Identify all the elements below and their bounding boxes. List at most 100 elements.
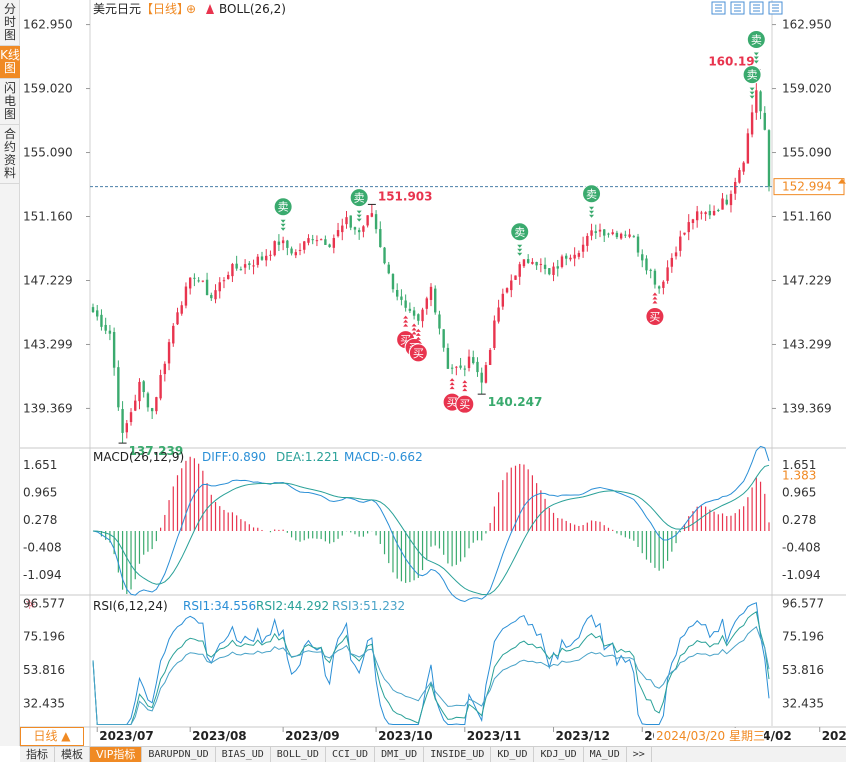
candle-body-151 — [729, 193, 733, 206]
signal-label-11: 卖 — [751, 34, 762, 47]
macd-y-tick-left-0: 1.651 — [23, 458, 57, 472]
candle-body-115 — [577, 253, 581, 257]
candle-body-156 — [750, 112, 754, 135]
candle-body-136 — [666, 267, 669, 281]
candle-body-83 — [442, 329, 445, 348]
candle-body-64 — [362, 226, 365, 232]
candle-body-106 — [539, 263, 543, 265]
signal-arrow-8-0 — [589, 214, 595, 218]
x-label-5: 2023/12 — [556, 729, 610, 743]
candle-body-112 — [565, 255, 568, 259]
indicator-tab-kd-ud[interactable]: KD_UD — [491, 747, 535, 762]
signal-label-6: 买 — [459, 398, 470, 411]
candle-body-25 — [197, 280, 200, 282]
main-y-tick-6: 139.369 — [782, 401, 832, 415]
candle-body-65 — [366, 215, 369, 226]
candle-body-93 — [484, 365, 488, 383]
signal-arrow-9-2 — [652, 300, 658, 304]
candle-body-6 — [117, 367, 120, 408]
indicator-tab-boll-ud[interactable]: BOLL_UD — [271, 747, 326, 762]
settings-icon: ⊕ — [186, 2, 196, 16]
macd-y-tick-left-1: 0.965 — [23, 485, 57, 499]
reset-icon — [772, 4, 779, 12]
indicator-tab-dmi-ud[interactable]: DMI_UD — [375, 747, 425, 762]
candle-body-49 — [298, 249, 302, 251]
candle-body-38 — [252, 265, 255, 267]
annotation-3: 160.19 — [708, 55, 754, 69]
signal-arrow-11-1 — [753, 56, 759, 60]
candle-body-120 — [598, 229, 602, 232]
x-label-1: 2023/08 — [192, 729, 246, 743]
candle-body-55 — [324, 239, 327, 245]
candle-body-44 — [277, 241, 281, 245]
rsi-y-tick-2: 53.816 — [782, 663, 824, 677]
candle-body-66 — [370, 213, 374, 217]
signal-arrow-3-1 — [411, 327, 417, 331]
signal-label-0: 卖 — [278, 201, 289, 214]
sidebar-tab-0[interactable]: 分时图 — [0, 0, 20, 46]
candle-body-76 — [412, 310, 416, 316]
macd-y-tick-left-3: -0.408 — [23, 540, 62, 554]
main-y-tick-0: 162.950 — [782, 18, 832, 32]
candle-body-104 — [531, 261, 534, 264]
candle-body-91 — [476, 361, 479, 373]
indicator-tab-barupdn-ud[interactable]: BARUPDN_UD — [142, 747, 216, 762]
rsi3-label: RSI3:51.232 — [332, 599, 405, 613]
candle-body-118 — [590, 230, 593, 236]
candle-body-86 — [455, 366, 458, 368]
candle-body-160 — [767, 130, 771, 187]
main-y-tick-2: 155.090 — [782, 146, 832, 160]
sidebar-tab-1[interactable]: K线图 — [0, 46, 20, 79]
period-selector-button[interactable]: 日线 ▲ — [20, 727, 84, 746]
main-y-tick-left-5: 143.299 — [23, 337, 73, 351]
main-y-tick-left-2: 155.090 — [23, 146, 73, 160]
sidebar-tab-2[interactable]: 闪电图 — [0, 79, 20, 125]
x-label-0: 2023/07 — [99, 729, 153, 743]
chart-area[interactable]: 162.950 162.950 159.020 159.020 155.090 155.0… — [20, 0, 846, 746]
indicator-tab-ma-ud[interactable]: MA_UD — [584, 747, 627, 762]
indicator-tab-inside-ud[interactable]: INSIDE_UD — [424, 747, 492, 762]
indicator-tab-模板[interactable]: 模板 — [55, 747, 90, 762]
indicator-tab-vip指标[interactable]: VIP指标 — [90, 747, 143, 762]
annotation-1: 151.903 — [378, 189, 433, 203]
candle-body-31 — [222, 280, 226, 282]
candle-body-95 — [493, 320, 496, 348]
signal-arrow-5-2 — [449, 386, 455, 390]
candle-body-121 — [603, 229, 606, 236]
indicator-tab-指标[interactable]: 指标 — [20, 747, 55, 762]
candle-body-126 — [624, 234, 627, 236]
candle-body-52 — [311, 239, 314, 241]
candle-body-50 — [303, 241, 306, 250]
indicator-tab-kdj-ud[interactable]: KDJ_UD — [534, 747, 584, 762]
indicator-tab-bar: 指标 模板 VIP指标 BARUPDN_UD BIAS_UD BOLL_UD CCI_UD D… — [20, 746, 846, 762]
candle-body-39 — [256, 256, 259, 265]
macd-current-label: 1.383 — [782, 469, 816, 483]
indicator-tab-bias-ud[interactable]: BIAS_UD — [216, 747, 271, 762]
candle-body-32 — [227, 274, 230, 279]
signal-arrow-8-2 — [589, 206, 595, 210]
signal-arrow-7-2 — [517, 244, 523, 248]
candle-body-105 — [535, 261, 538, 266]
candle-body-117 — [586, 235, 589, 246]
signal-badge-11 — [746, 30, 766, 50]
indicator-label: BOLL(26,2) — [219, 2, 286, 16]
signal-badge-1 — [349, 188, 369, 208]
rsi1-line — [92, 602, 770, 725]
signal-arrow-6-0 — [462, 380, 468, 384]
indicator-tab-cci-ud[interactable]: CCI_UD — [326, 747, 376, 762]
candle-body-12 — [142, 381, 145, 393]
main-y-tick-left-3: 151.160 — [23, 210, 73, 224]
candle-body-2 — [100, 314, 103, 327]
signal-arrow-5-0 — [449, 378, 455, 382]
candle-body-70 — [387, 264, 390, 274]
candle-body-79 — [425, 298, 428, 309]
signal-arrow-1-2 — [356, 210, 362, 214]
sidebar-tab-3[interactable]: 合约资料 — [0, 125, 20, 184]
candle-body-111 — [560, 256, 564, 267]
signal-arrow-4-1 — [415, 332, 421, 336]
indicator-tab--[interactable]: >> — [627, 747, 652, 762]
candle-body-116 — [581, 244, 585, 252]
candle-body-142 — [691, 219, 695, 224]
cursor-date: 2024/03/20 星期三 — [656, 729, 765, 743]
candle-body-60 — [345, 217, 348, 225]
